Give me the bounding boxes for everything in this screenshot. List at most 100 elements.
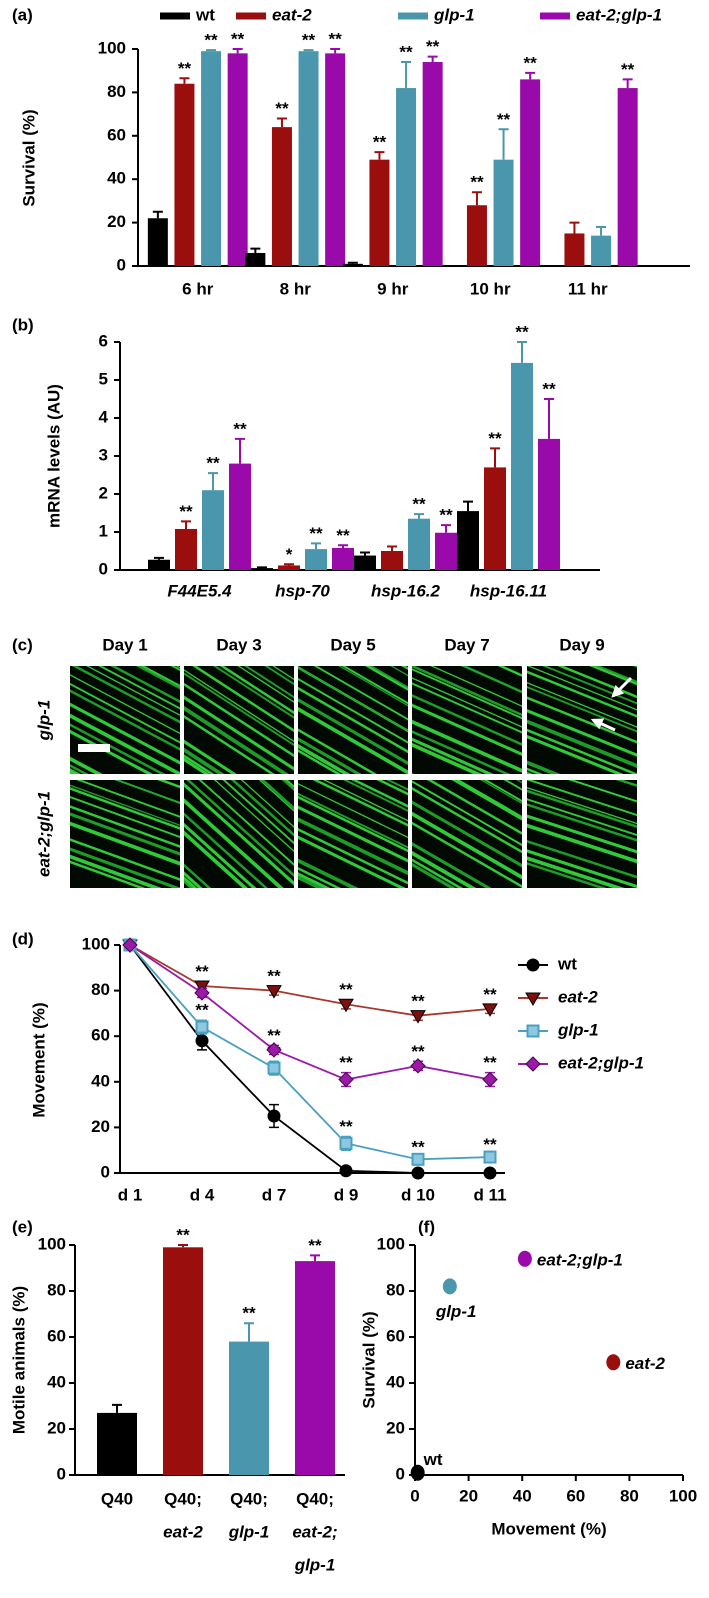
y-tick-label: 2	[99, 483, 108, 502]
fiber	[527, 685, 637, 733]
y-axis-title: Survival (%)	[359, 1311, 378, 1408]
fiber	[184, 830, 248, 888]
error-bar	[622, 78, 633, 89]
significance: **	[329, 29, 343, 48]
fiber	[313, 666, 408, 721]
panel-label: (f)	[418, 1217, 435, 1236]
x-tick-label: d 10	[401, 1185, 435, 1204]
bar	[201, 51, 222, 266]
error-bar	[284, 563, 294, 566]
fiber	[70, 682, 180, 744]
bar	[591, 235, 612, 266]
x-tick-label: 6 hr	[182, 279, 214, 298]
fiber	[244, 666, 294, 699]
marker	[483, 1166, 497, 1180]
error-bar	[244, 1322, 254, 1342]
legend-swatch	[540, 12, 570, 20]
x-tick-label: 80	[620, 1486, 639, 1505]
significance: **	[275, 99, 289, 118]
panel-label: (b)	[12, 315, 34, 334]
fiber	[312, 780, 408, 827]
bar	[175, 528, 197, 570]
x-tick-label: Q40	[101, 1489, 133, 1508]
significance: **	[411, 1138, 425, 1157]
error-bar	[414, 513, 424, 519]
y-tick-label: 40	[386, 1372, 405, 1391]
error-bar	[441, 524, 451, 533]
significance: **	[308, 1236, 322, 1255]
fiber	[222, 780, 294, 845]
error-bar	[498, 128, 509, 160]
fiber	[454, 780, 522, 819]
point	[517, 1250, 532, 1267]
fiber	[298, 835, 406, 888]
x-tick-label: hsp-70	[275, 581, 330, 600]
error-bar	[206, 49, 217, 52]
fiber	[184, 754, 215, 774]
fiber	[70, 860, 146, 888]
fiber	[527, 681, 637, 728]
significance: **	[339, 1117, 353, 1136]
series-line	[129, 944, 491, 1161]
panel-label: (d)	[12, 929, 34, 948]
x-tick-label: eat-2	[163, 1522, 203, 1541]
point-label: eat-2	[625, 1354, 665, 1373]
x-tick-label: 20	[459, 1486, 478, 1505]
significance: **	[412, 495, 426, 514]
significance: **	[231, 29, 245, 48]
bar	[298, 51, 319, 266]
error-bar	[303, 49, 314, 52]
bar	[147, 218, 168, 266]
error-bar	[517, 341, 527, 363]
bar	[511, 362, 533, 570]
fiber	[76, 780, 180, 818]
legend-label: wt	[557, 954, 577, 973]
legend-swatch	[236, 12, 266, 20]
point	[442, 1278, 457, 1295]
muscle-fibers	[70, 780, 180, 888]
significance: **	[176, 1225, 190, 1244]
marker	[410, 1010, 426, 1024]
fiber	[412, 682, 522, 734]
x-tick-label: hsp-16.2	[371, 581, 441, 600]
fiber	[70, 805, 180, 848]
legend-label: glp-1	[433, 5, 475, 24]
fiber	[370, 666, 408, 688]
fiber	[70, 854, 162, 888]
error-bar	[181, 520, 191, 529]
x-tick-label: 100	[669, 1486, 697, 1505]
x-tick-label: 10 hr	[470, 279, 511, 298]
fiber	[264, 666, 294, 686]
fiber	[184, 907, 400, 1012]
bar	[564, 233, 585, 266]
y-axis-title: Movement (%)	[29, 1002, 48, 1117]
fiber	[110, 666, 180, 704]
marker	[194, 985, 210, 1001]
fiber	[184, 714, 275, 774]
fiber	[70, 838, 180, 881]
bar	[325, 53, 346, 267]
significance: *	[286, 545, 293, 564]
y-tick-label: 60	[386, 1326, 405, 1345]
x-tick-label: d 9	[334, 1185, 359, 1204]
fiber	[298, 805, 408, 863]
legend-swatch	[160, 12, 190, 20]
legend-label: eat-2;glp-1	[558, 1053, 644, 1072]
legend-label: wt	[195, 5, 215, 24]
fiber	[297, 888, 505, 1008]
y-tick-label: 80	[47, 1280, 66, 1299]
x-tick-label: 11 hr	[568, 279, 608, 298]
fiber	[569, 780, 637, 803]
fiber	[412, 742, 483, 774]
fiber	[527, 849, 637, 888]
fiber	[527, 856, 625, 888]
y-axis-title: Motile animals (%)	[9, 1286, 28, 1434]
error-bar	[179, 77, 190, 84]
bar	[271, 127, 292, 267]
fiber	[338, 666, 408, 707]
x-tick-label: hsp-16.11	[470, 581, 547, 600]
fiber	[432, 908, 660, 982]
error-bar	[471, 191, 482, 206]
fiber	[527, 734, 624, 774]
